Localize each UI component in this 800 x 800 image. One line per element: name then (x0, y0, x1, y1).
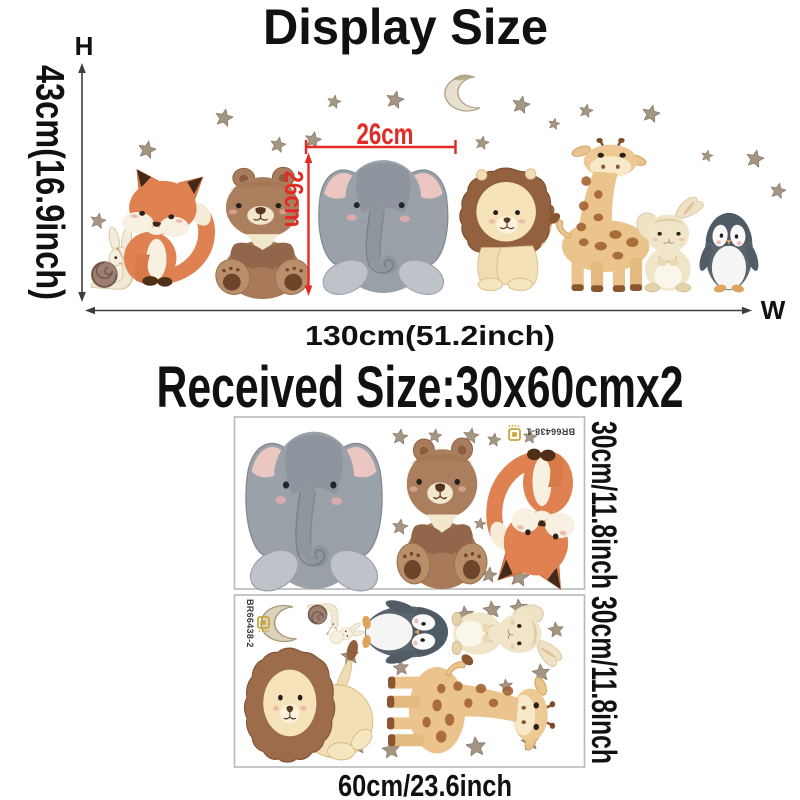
svg-text:BR66438-1: BR66438-1 (526, 427, 575, 437)
svg-text:60cm/23.6inch: 60cm/23.6inch (338, 768, 512, 800)
svg-text:BR66438-2: BR66438-2 (245, 599, 255, 648)
svg-text:Received Size:30x60cmx2: Received Size:30x60cmx2 (157, 355, 684, 420)
svg-text:W: W (761, 295, 786, 325)
svg-text:H: H (75, 31, 94, 61)
svg-text:Display Size: Display Size (263, 0, 548, 55)
svg-text:30cm/11.8inch: 30cm/11.8inch (584, 421, 623, 589)
svg-text:26cm: 26cm (357, 118, 414, 151)
svg-text:30cm/11.8inch: 30cm/11.8inch (584, 596, 623, 764)
svg-text:43cm(16.9inch): 43cm(16.9inch) (28, 65, 72, 300)
svg-text:26cm: 26cm (279, 171, 309, 228)
svg-text:130cm(51.2inch): 130cm(51.2inch) (305, 320, 555, 351)
